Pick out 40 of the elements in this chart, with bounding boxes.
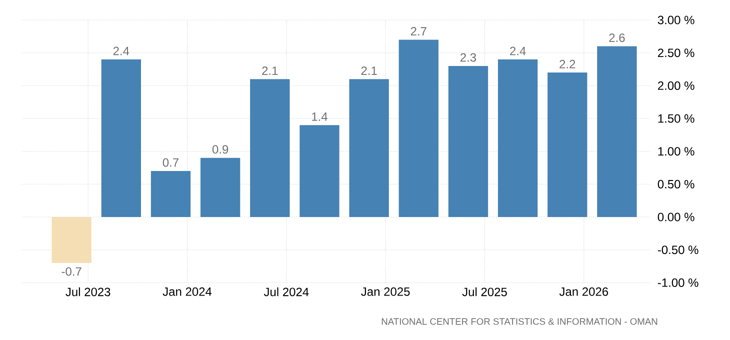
y-tick-label: 1.00 %	[658, 147, 694, 156]
x-tick-label: Jan 2024	[162, 287, 212, 296]
y-tick-label: 2.00 %	[658, 81, 694, 90]
y-tick-label: 1.50 %	[658, 114, 694, 123]
y-tick-label: 2.50 %	[658, 48, 694, 58]
data-label: 2.7	[410, 27, 426, 36]
data-label: 2.2	[560, 60, 576, 68]
bar	[150, 171, 191, 217]
data-label: 1.4	[312, 112, 328, 121]
y-tick-label: 0.00 %	[658, 212, 694, 222]
data-label: 2.1	[262, 66, 278, 75]
data-label: 0.7	[162, 158, 178, 167]
data-label: 2.4	[510, 46, 526, 56]
y-tick-label: -0.50 %	[658, 246, 698, 254]
bar	[101, 59, 141, 217]
bar	[548, 72, 588, 217]
x-tick-label: Jan 2025	[361, 287, 410, 296]
bar	[498, 59, 538, 217]
bar	[250, 79, 290, 217]
data-label: -0.7	[62, 267, 82, 276]
data-label: 2.3	[460, 53, 476, 62]
bar	[398, 40, 438, 217]
data-label: 2.4	[113, 46, 130, 56]
bar	[300, 125, 340, 217]
data-label: 2.1	[361, 66, 377, 75]
bar	[448, 66, 488, 217]
data-label: 0.9	[212, 145, 228, 154]
y-tick-label: -1.00 %	[658, 278, 698, 287]
y-tick-label: 0.50 %	[658, 180, 694, 188]
bar	[349, 79, 389, 217]
bar	[597, 46, 637, 217]
bar	[200, 158, 240, 217]
data-label: 2.6	[609, 34, 625, 42]
text: NATIONAL CENTER FOR STATISTICS & INFORMATION - OMAN	[382, 318, 658, 325]
y-tick-label: 3.00 %	[658, 16, 694, 24]
bar	[52, 217, 92, 263]
x-tick-label: Jan 2026	[559, 287, 608, 296]
x-tick-label: Jul 2023	[66, 287, 110, 296]
x-tick-label: Jul 2025	[462, 287, 507, 296]
x-tick-label: Jul 2024	[264, 287, 309, 296]
